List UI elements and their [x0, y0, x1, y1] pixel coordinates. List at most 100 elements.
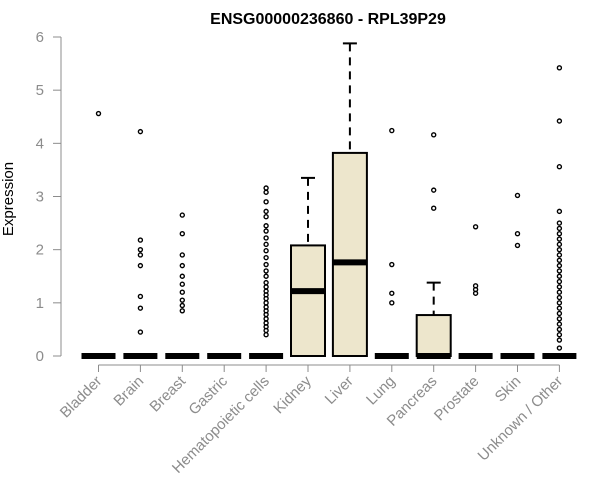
box	[331, 151, 368, 357]
outlier-point	[263, 316, 269, 322]
outlier-point	[179, 302, 186, 309]
box-group	[500, 192, 535, 359]
outlier-point	[137, 305, 144, 311]
x-tick-label: Prostate	[431, 373, 483, 425]
outlier-point	[263, 268, 269, 274]
x-tick-label: Skin	[492, 373, 525, 406]
outlier-point	[263, 228, 269, 234]
outlier-point	[556, 345, 563, 351]
outlier-point	[556, 262, 563, 269]
box-group	[542, 65, 577, 359]
outlier-point	[556, 257, 563, 263]
box-group	[415, 132, 452, 359]
outlier-point	[179, 289, 186, 295]
outlier-point	[556, 268, 563, 274]
outlier-point	[556, 252, 563, 258]
outlier-point	[263, 279, 269, 286]
outlier-point	[514, 231, 521, 237]
outlier-point	[263, 300, 269, 306]
outlier-point	[263, 208, 269, 215]
outlier-point	[514, 192, 521, 199]
y-tick-label: 0	[36, 348, 44, 365]
outlier-point	[556, 310, 563, 317]
outlier-point	[263, 261, 269, 268]
outlier-point	[263, 311, 269, 318]
box	[415, 314, 452, 358]
outlier-point	[556, 305, 563, 311]
y-tick-label: 4	[36, 135, 44, 152]
outlier-point	[95, 110, 102, 117]
outlier-point	[263, 241, 269, 248]
y-tick-label: 2	[36, 242, 44, 259]
outlier-point	[137, 293, 144, 300]
y-axis: 0 1 2 3 4 5 6	[36, 29, 62, 365]
box-group	[290, 176, 326, 357]
outlier-point	[137, 128, 144, 135]
outlier-point	[556, 332, 563, 338]
outlier-point	[472, 290, 479, 296]
outlier-point	[137, 329, 144, 335]
box-group	[165, 212, 200, 359]
outlier-point	[263, 185, 269, 191]
outlier-point	[179, 308, 186, 314]
x-tick-label: Bladder	[57, 373, 106, 422]
outlier-point	[389, 290, 395, 296]
y-axis-label: Expression	[0, 162, 17, 236]
outlier-point	[179, 297, 186, 303]
y-tick-label: 5	[36, 82, 44, 99]
outlier-point	[263, 273, 269, 279]
outlier-point	[556, 65, 563, 71]
outlier-point	[179, 252, 186, 258]
outlier-point	[263, 248, 269, 254]
outlier-point	[556, 236, 563, 242]
outlier-point	[556, 241, 563, 248]
x-tick-label: Breast	[146, 372, 189, 415]
outlier-point	[431, 132, 437, 138]
outlier-point	[179, 212, 186, 218]
outlier-point	[263, 254, 269, 261]
outlier-point	[431, 205, 437, 211]
outlier-point	[263, 327, 269, 334]
outlier-point	[556, 164, 563, 170]
x-tick-label: Liver	[322, 373, 357, 408]
outlier-point	[556, 294, 563, 301]
outlier-point	[556, 326, 563, 333]
outlier-point	[263, 332, 269, 338]
outlier-point	[556, 246, 563, 253]
x-tick-label: Brain	[110, 373, 147, 410]
box	[290, 244, 326, 357]
outlier-point	[556, 273, 563, 279]
y-tick-label: 1	[36, 295, 44, 312]
x-tick-label: Kidney	[270, 372, 315, 417]
box-group	[458, 224, 493, 359]
outlier-point	[556, 316, 563, 322]
outlier-point	[179, 262, 186, 269]
outlier-point	[389, 300, 395, 306]
outlier-point	[263, 295, 269, 302]
outlier-point	[179, 231, 186, 237]
plot-area	[81, 42, 577, 359]
outlier-point	[472, 224, 479, 230]
outlier-point	[263, 199, 269, 205]
outlier-point	[179, 281, 186, 287]
box-group	[374, 127, 409, 359]
outlier-point	[556, 321, 563, 327]
box-group	[249, 185, 284, 359]
outlier-point	[179, 273, 186, 279]
outlier-point	[514, 242, 521, 249]
outlier-point	[137, 262, 144, 269]
outlier-point	[556, 118, 563, 124]
outlier-point	[389, 127, 395, 134]
outlier-point	[556, 231, 563, 237]
chart-title: ENSG00000236860 - RPL39P29	[210, 11, 446, 28]
outlier-point	[137, 246, 144, 253]
outlier-point	[137, 237, 144, 243]
outlier-point	[556, 337, 563, 343]
outlier-point	[431, 187, 437, 193]
y-tick-label: 3	[36, 189, 44, 206]
box-group	[123, 128, 158, 359]
outlier-point	[263, 235, 269, 241]
y-tick-label: 6	[36, 29, 44, 46]
outlier-point	[556, 220, 563, 226]
